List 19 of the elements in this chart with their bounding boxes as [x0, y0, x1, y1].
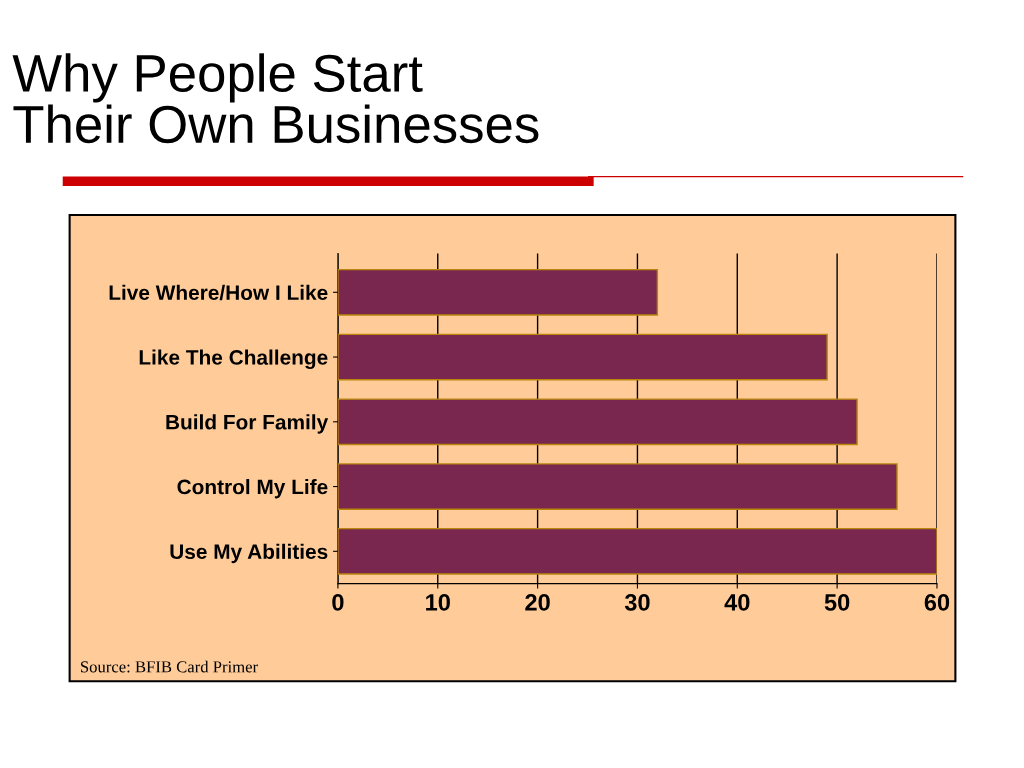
bar: [337, 333, 828, 381]
x-tick-label: 50: [824, 594, 850, 611]
x-tick-label: 20: [525, 594, 550, 611]
bar: [337, 527, 937, 575]
bar: [337, 268, 659, 316]
y-tick-label: Build For Family: [166, 414, 329, 434]
bar: [337, 398, 858, 446]
x-tick-label: 40: [724, 594, 750, 611]
chart-title: Why People Start Their Own Businesses: [12, 53, 539, 144]
source-note: Source: BFIB Card Primer: [80, 660, 258, 673]
x-tick-label: 10: [426, 594, 450, 611]
x-tick-label: 60: [924, 594, 950, 611]
y-tick-label: Like The Challenge: [139, 349, 328, 370]
y-tick-label: Live Where/How I Like: [109, 284, 328, 301]
bar: [337, 463, 898, 510]
x-tick-label: 30: [624, 594, 650, 611]
y-tick-label: Use My Abilities: [170, 543, 328, 564]
y-tick-label: Control My Life: [177, 479, 328, 499]
x-tick-label: 0: [332, 594, 344, 611]
